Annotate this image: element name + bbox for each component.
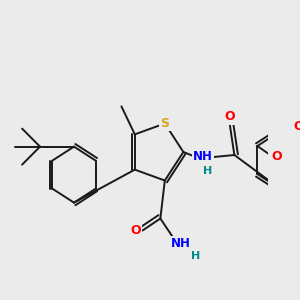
Text: H: H (203, 166, 212, 176)
Text: NH: NH (171, 237, 191, 250)
Text: O: O (130, 224, 141, 237)
Text: O: O (225, 110, 235, 124)
Text: NH: NH (193, 151, 213, 164)
Text: O: O (272, 149, 282, 163)
Text: O: O (293, 121, 300, 134)
Text: S: S (160, 117, 169, 130)
Text: H: H (190, 250, 200, 260)
